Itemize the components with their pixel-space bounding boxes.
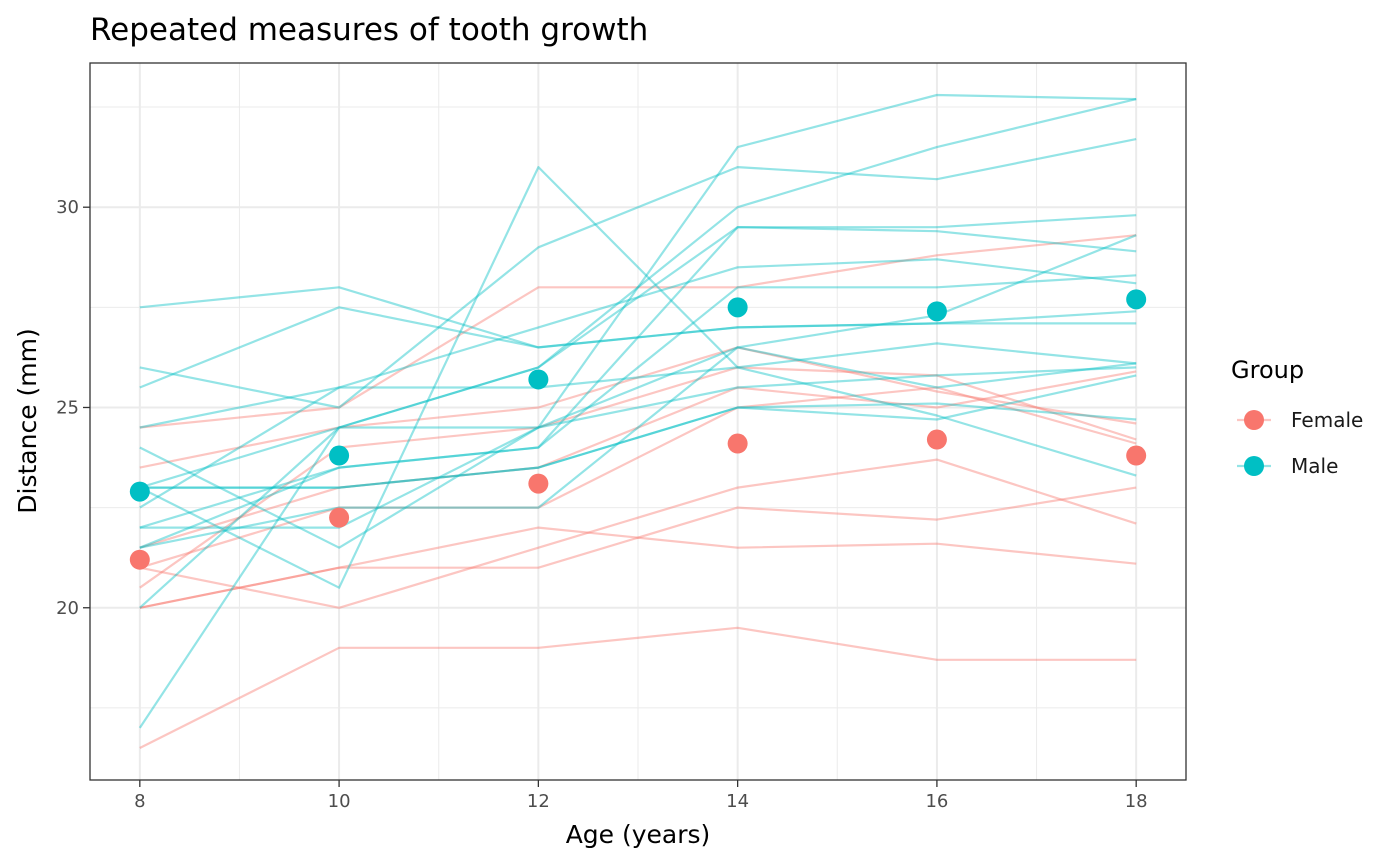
x-tick-label: 10 (328, 791, 351, 812)
mean-point-male (1126, 289, 1147, 310)
series-lines (138, 93, 1137, 749)
series-line-male-25 (139, 374, 1137, 489)
series-line-female-9 (139, 386, 1137, 569)
mean-point-male (329, 445, 350, 466)
series-line-male-23 (139, 93, 1137, 609)
legend-title: Group (1231, 356, 1304, 384)
legend-point-male (1244, 456, 1264, 476)
series-line-male-22 (139, 274, 1137, 549)
series-line-male-11 (139, 138, 1137, 409)
series-line-male-13 (139, 258, 1137, 429)
x-tick-label: 14 (726, 791, 749, 812)
mean-point-male (926, 301, 947, 322)
y-tick-label: 25 (56, 397, 79, 418)
plot-area (89, 62, 1187, 781)
series-line-male-16 (139, 166, 1137, 589)
series-line-male-24 (139, 346, 1137, 549)
mean-points (129, 289, 1147, 570)
series-line-female-5 (139, 366, 1137, 589)
series-line-male-18 (138, 214, 1137, 729)
legend-label-female: Female (1291, 408, 1363, 432)
mean-point-female (727, 433, 748, 454)
mean-point-female (528, 473, 549, 494)
series-line-female-2 (139, 486, 1137, 609)
x-tick-label: 18 (1125, 791, 1148, 812)
legend-label-male: Male (1291, 454, 1338, 478)
y-tick-label: 30 (56, 197, 79, 218)
grid-major (90, 63, 1186, 780)
chart-title: Repeated measures of tooth growth (90, 12, 648, 48)
x-tick-label: 12 (527, 791, 550, 812)
mean-point-male (727, 297, 748, 318)
series-line-female-3 (139, 458, 1137, 609)
series-line-male-20 (139, 98, 1137, 489)
series-line-female-1 (139, 626, 1137, 749)
series-line-male-12 (139, 306, 1137, 389)
mean-point-male (129, 481, 150, 502)
mean-point-female (329, 507, 350, 528)
mean-point-female (1126, 445, 1147, 466)
series-line-male-21 (139, 402, 1137, 489)
legend-key-female (1237, 410, 1271, 430)
legend-point-female (1244, 410, 1264, 430)
y-tick-label: 20 (56, 598, 79, 619)
series-line-male-15 (139, 366, 1137, 549)
series-line-female-4 (139, 526, 1137, 609)
series-line-male-14 (139, 234, 1137, 529)
series-line-male-17 (139, 226, 1137, 529)
series-line-female-8 (139, 370, 1137, 549)
grid-minor (90, 63, 1186, 780)
y-axis: 20 25 30 (56, 197, 90, 619)
legend: Group Female Male (1231, 356, 1363, 478)
x-axis-title: Age (years) (566, 820, 711, 849)
series-line-female-6 (139, 346, 1137, 469)
legend-entries: Female Male (1237, 408, 1363, 478)
series-line-male-19 (139, 342, 1137, 509)
legend-key-male (1237, 456, 1271, 476)
x-axis: 8 10 12 14 16 18 (134, 780, 1148, 812)
mean-point-female (129, 549, 150, 570)
series-line-female-7 (139, 234, 1137, 429)
mean-point-male (528, 369, 549, 390)
x-tick-label: 8 (134, 791, 145, 812)
y-axis-title: Distance (mm) (13, 328, 42, 513)
x-tick-label: 16 (925, 791, 948, 812)
mean-point-female (926, 429, 947, 450)
series-line-male-10 (139, 286, 1137, 349)
plot-border (89, 62, 1187, 781)
